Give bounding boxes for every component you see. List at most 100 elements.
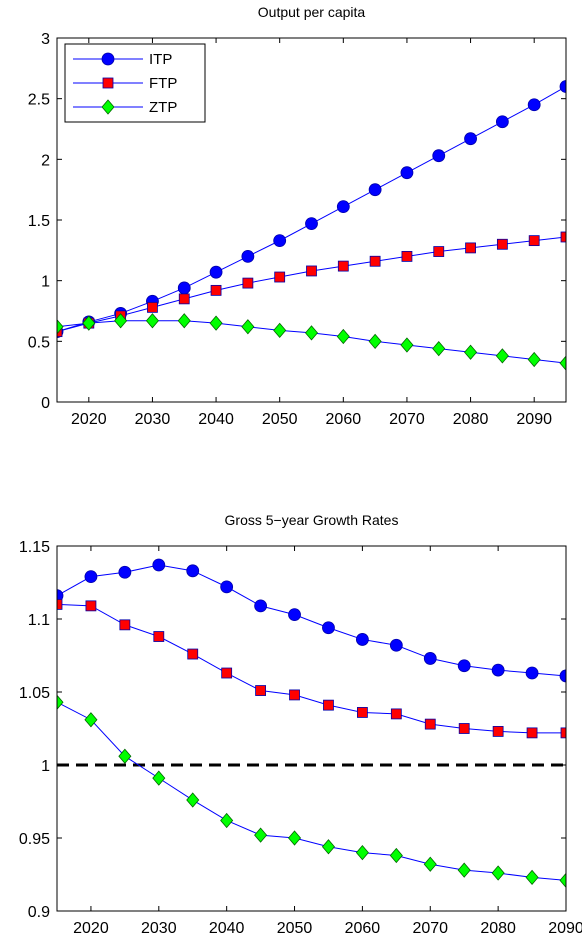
data-point bbox=[254, 599, 268, 613]
data-point bbox=[114, 313, 128, 329]
chart-1: Output per capita 2020 2030 2040 2050 2060 207… bbox=[28, 4, 567, 428]
data-point bbox=[84, 570, 98, 584]
legend-item-itp: ITP bbox=[73, 51, 172, 68]
plot-area bbox=[57, 546, 566, 911]
data-point bbox=[368, 183, 382, 197]
data-point bbox=[423, 856, 437, 872]
data-point bbox=[559, 669, 566, 683]
legend-label: ITP bbox=[149, 51, 172, 68]
data-point bbox=[337, 260, 349, 272]
x-tick-label: 2030 bbox=[135, 411, 171, 428]
data-point bbox=[464, 344, 478, 360]
series-line-series-2 bbox=[57, 603, 566, 734]
data-point bbox=[273, 322, 287, 339]
data-point bbox=[85, 600, 97, 612]
data-point bbox=[400, 166, 414, 180]
plot-content bbox=[57, 80, 566, 371]
legend-label: FTP bbox=[149, 75, 177, 92]
data-point bbox=[186, 564, 200, 578]
data-point bbox=[322, 621, 335, 635]
data-point bbox=[401, 250, 413, 262]
data-point bbox=[57, 599, 63, 610]
series-line-series-1 bbox=[57, 564, 566, 677]
data-point bbox=[209, 315, 223, 331]
data-point bbox=[209, 265, 223, 279]
data-point bbox=[389, 638, 403, 652]
y-tick-label: 0.95 bbox=[19, 831, 50, 848]
series-markers-ztp bbox=[57, 313, 566, 371]
chart-title: Gross 5−year Growth Rates bbox=[225, 512, 399, 528]
chart-2: Gross 5−year Growth Rates 2020 2030 2040 205… bbox=[19, 512, 582, 937]
data-point bbox=[492, 726, 504, 737]
x-tick-label: 2080 bbox=[480, 920, 516, 937]
data-point bbox=[527, 98, 541, 112]
y-tick-label: 1 bbox=[41, 758, 50, 775]
data-point bbox=[457, 659, 471, 673]
data-point bbox=[432, 340, 446, 357]
data-point bbox=[560, 727, 566, 739]
data-point bbox=[491, 663, 505, 677]
plot-content bbox=[57, 558, 566, 888]
x-tick-label: 2040 bbox=[209, 920, 245, 937]
data-point bbox=[289, 689, 300, 701]
y-tick-label: 2.5 bbox=[28, 92, 50, 109]
x-tick-label: 2080 bbox=[453, 411, 489, 428]
y-tick-label: 1.5 bbox=[28, 213, 50, 230]
x-tick-label: 2090 bbox=[516, 411, 552, 428]
data-point bbox=[274, 271, 286, 283]
y-tick-label: 1.1 bbox=[28, 612, 50, 629]
legend-marker bbox=[101, 52, 115, 66]
data-point bbox=[495, 348, 509, 364]
y-tick-label: 0 bbox=[41, 395, 50, 412]
data-point bbox=[187, 648, 199, 660]
data-point bbox=[423, 652, 437, 665]
series-markers-series-1 bbox=[57, 558, 566, 683]
data-point bbox=[389, 847, 403, 864]
data-point bbox=[241, 319, 255, 335]
series-markers-series-3 bbox=[57, 694, 566, 888]
data-point bbox=[145, 313, 159, 329]
data-point bbox=[118, 748, 132, 764]
data-point bbox=[527, 351, 541, 368]
data-point bbox=[559, 80, 566, 93]
data-point bbox=[57, 589, 64, 603]
data-point bbox=[57, 319, 64, 335]
data-point bbox=[496, 238, 508, 250]
legend-label: ZTP bbox=[149, 99, 177, 116]
data-point bbox=[433, 246, 445, 257]
data-point bbox=[305, 217, 318, 231]
data-point bbox=[273, 234, 287, 248]
legend-marker bbox=[101, 99, 115, 115]
data-point bbox=[560, 231, 566, 243]
data-point bbox=[355, 633, 369, 646]
data-point bbox=[242, 277, 254, 289]
data-point bbox=[336, 200, 350, 214]
data-point bbox=[432, 149, 446, 163]
series-markers-series-2 bbox=[57, 599, 566, 739]
data-point bbox=[153, 631, 165, 642]
chart-title: Output per capita bbox=[258, 4, 366, 20]
data-point bbox=[84, 712, 98, 728]
y-tick-label: 3 bbox=[41, 31, 50, 48]
data-point bbox=[147, 301, 158, 313]
series-line-series-3 bbox=[57, 701, 566, 881]
data-point bbox=[457, 862, 471, 878]
data-point bbox=[220, 812, 234, 829]
data-point bbox=[177, 281, 191, 295]
data-point bbox=[210, 284, 222, 296]
data-point bbox=[241, 249, 255, 263]
data-point bbox=[356, 707, 368, 718]
data-point bbox=[57, 694, 64, 710]
data-point bbox=[390, 708, 402, 720]
legend: ITP FTP ZTP bbox=[64, 43, 206, 123]
y-tick-label: 2 bbox=[41, 152, 50, 169]
data-point bbox=[119, 619, 131, 631]
data-point bbox=[304, 325, 319, 341]
data-point bbox=[82, 315, 96, 331]
data-point bbox=[306, 265, 317, 277]
x-tick-label: 2090 bbox=[548, 920, 582, 937]
data-point bbox=[528, 235, 540, 247]
data-point bbox=[559, 872, 566, 888]
data-point bbox=[255, 685, 267, 696]
